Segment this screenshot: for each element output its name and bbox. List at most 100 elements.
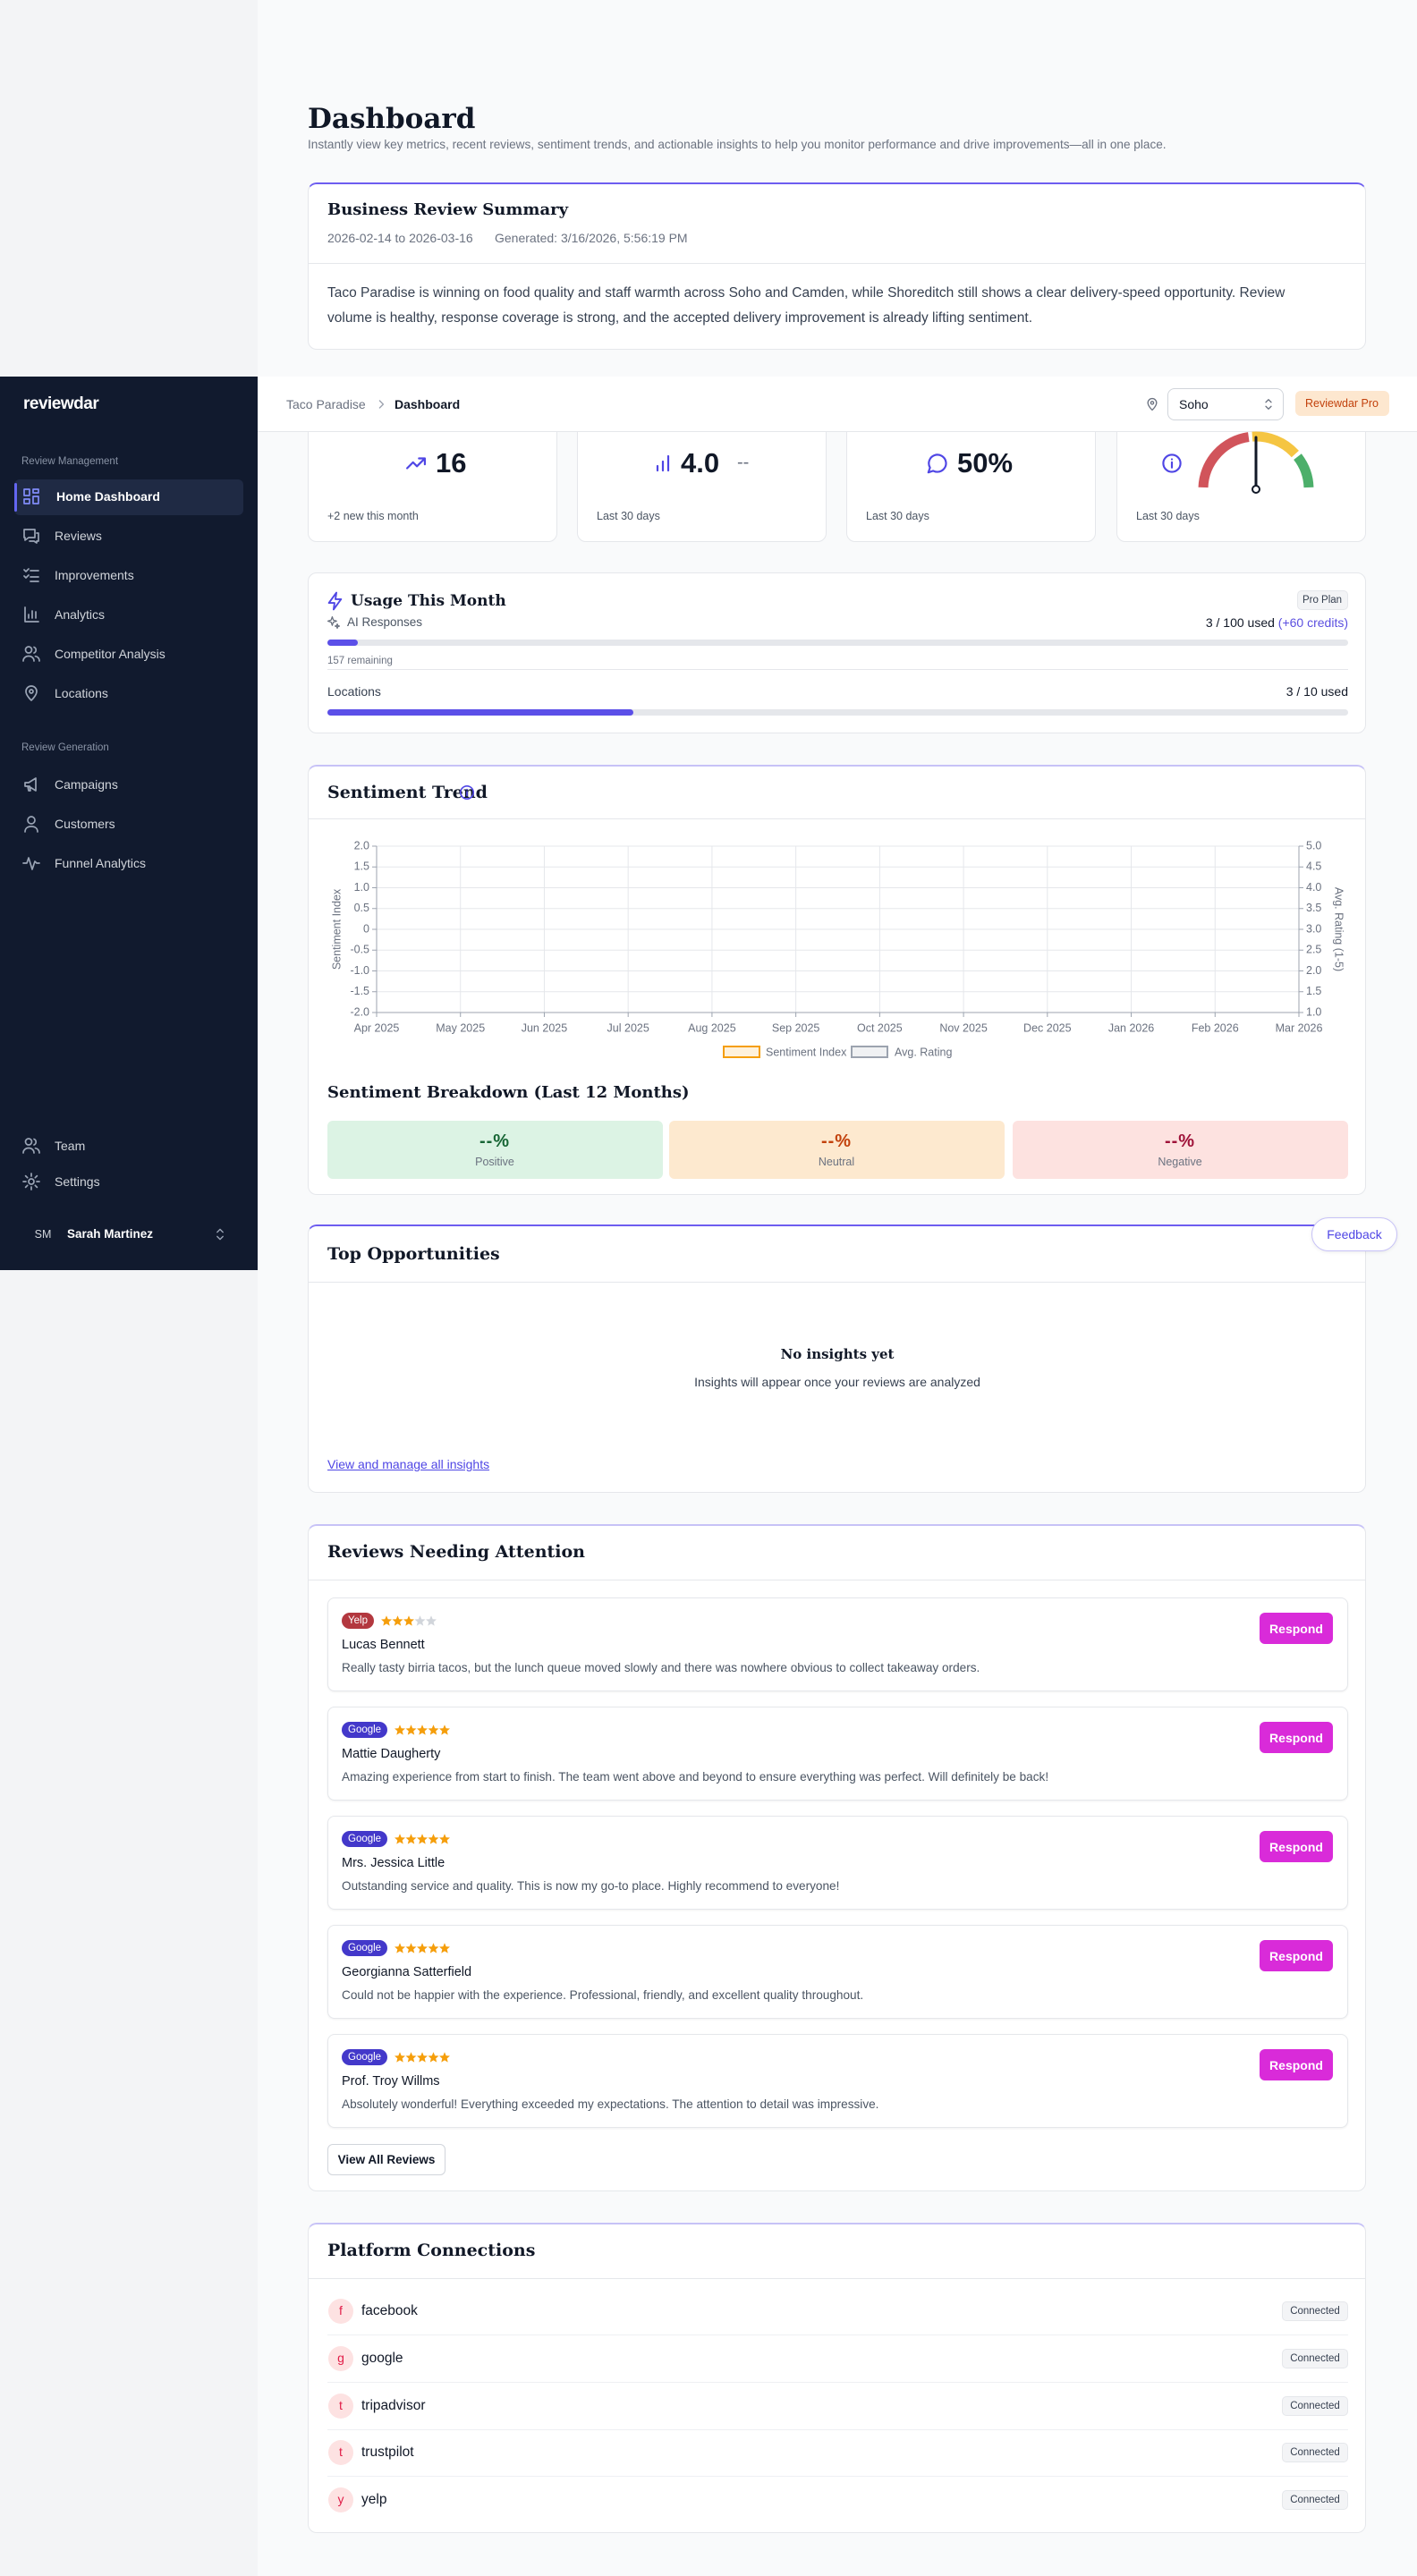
review-text: Really tasty birria tacos, but the lunch… <box>342 1661 980 1674</box>
star-rating <box>395 1834 451 1844</box>
usage-locations-label: Locations <box>327 684 381 699</box>
star <box>417 1943 428 1953</box>
star <box>417 1724 428 1735</box>
stat-value: 4.0 <box>681 447 720 479</box>
star <box>395 1724 406 1735</box>
usage-card <box>308 572 1366 733</box>
star <box>439 1724 451 1735</box>
star <box>405 2052 417 2063</box>
reviewer-name: Lucas Bennett <box>342 1638 425 1652</box>
star <box>428 1724 439 1735</box>
nav-item[interactable]: Competitor Analysis <box>55 647 165 661</box>
stat-secondary: -- <box>737 453 750 472</box>
progress-track <box>327 709 1348 716</box>
reviewer-name: Georgianna Satterfield <box>342 1965 472 1979</box>
star <box>428 2052 439 2063</box>
nav-item[interactable]: Funnel Analytics <box>55 856 146 870</box>
respond-label: Respond <box>1269 1622 1323 1636</box>
insights-link[interactable]: View and manage all insights <box>327 1457 490 1471</box>
platform-icon <box>328 2299 353 2324</box>
empty-text: Insights will appear once your reviews a… <box>694 1375 980 1389</box>
platform-initial: t <box>339 2397 343 2412</box>
nav-item[interactable]: Analytics <box>55 607 106 622</box>
location-select[interactable] <box>1167 388 1284 420</box>
star <box>439 2052 451 2063</box>
review-meta: Google <box>342 1939 452 1957</box>
nav-item[interactable]: Settings <box>55 1174 100 1189</box>
platform-name: yelp <box>361 2492 387 2507</box>
star <box>428 1834 439 1844</box>
usage-ai-label: AI Responses <box>347 615 423 629</box>
platform-initial: g <box>337 2350 344 2365</box>
progress-track <box>327 640 1348 646</box>
respond-label: Respond <box>1269 2058 1323 2072</box>
platforms-card <box>308 2223 1366 2533</box>
stat-value: 16 <box>436 447 467 479</box>
nav-item[interactable]: Locations <box>55 686 108 700</box>
progress-fill <box>327 640 359 646</box>
nav-item[interactable]: Campaigns <box>55 777 118 792</box>
empty-title: No insights yet <box>780 1346 895 1362</box>
nav-item[interactable]: Customers <box>55 817 115 831</box>
nav-item[interactable]: Reviews <box>55 529 102 543</box>
breakdown-title: Sentiment Breakdown (Last 12 Months) <box>327 1083 690 1102</box>
star <box>395 2052 406 2063</box>
summary-generated: Generated: 3/16/2026, 5:56:19 PM <box>495 231 688 245</box>
progress-fill <box>327 709 634 716</box>
review-item <box>327 1816 1348 1910</box>
star-rating <box>395 1724 451 1735</box>
platform-badge: Google <box>342 1940 388 1956</box>
summary-title: Business Review Summary <box>327 200 569 219</box>
breakdown-value: --% <box>1164 1131 1196 1151</box>
star <box>403 1615 414 1626</box>
user-initials: SM <box>34 1228 52 1241</box>
plan-pill <box>1295 391 1389 416</box>
breakdown-box <box>669 1121 1005 1179</box>
respond-button[interactable] <box>1260 1831 1333 1862</box>
active-accent <box>14 483 17 512</box>
respond-button[interactable] <box>1260 1940 1333 1971</box>
platform-badge: Google <box>342 2049 388 2065</box>
platform-icon <box>328 2393 353 2419</box>
respond-button[interactable] <box>1260 1613 1333 1644</box>
respond-button[interactable] <box>1260 2049 1333 2080</box>
review-item <box>327 1597 1348 1691</box>
usage-ai-used: 3 / 100 used <box>1205 615 1275 630</box>
review-text: Absolutely wonderful! Everything exceede… <box>342 2097 879 2111</box>
breakdown-label: Neutral <box>818 1156 855 1168</box>
star <box>428 1943 439 1953</box>
review-meta: Google <box>342 1830 452 1848</box>
respond-button[interactable] <box>1260 1722 1333 1753</box>
user-name[interactable]: Sarah Martinez <box>67 1227 154 1241</box>
divider <box>327 2381 1348 2383</box>
star <box>392 1615 403 1626</box>
logo: reviewdar <box>23 394 99 413</box>
platforms-title: Platform Connections <box>327 2241 536 2260</box>
reviews-title: Reviews Needing Attention <box>327 1542 585 1562</box>
star <box>417 2052 428 2063</box>
view-all-button[interactable] <box>327 2144 445 2175</box>
status-label: Connected <box>1290 2306 1340 2317</box>
usage-ai-count: 3 / 100 used (+60 credits) <box>1206 610 1348 635</box>
active-nav <box>14 479 243 515</box>
nav-item[interactable]: Improvements <box>55 568 134 582</box>
star <box>380 1615 392 1626</box>
status-badge <box>1282 2301 1348 2321</box>
nav-item[interactable]: Team <box>55 1139 86 1153</box>
summary-period: 2026-02-14 to 2026-03-16 <box>327 231 473 245</box>
review-meta: Yelp <box>342 1612 438 1630</box>
divider <box>327 2476 1348 2478</box>
stat-note: Last 30 days <box>1136 510 1200 522</box>
review-text: Outstanding service and quality. This is… <box>342 1879 840 1893</box>
nav-section-title: Review Generation <box>21 742 109 753</box>
divider <box>309 1282 1365 1283</box>
star <box>439 1834 451 1844</box>
star-rating <box>395 1943 451 1953</box>
status-label: Connected <box>1290 2400 1340 2411</box>
plan-pill-text: Reviewdar Pro <box>1305 397 1379 410</box>
feedback-button[interactable] <box>1311 1217 1397 1251</box>
nav-item[interactable]: Home Dashboard <box>56 489 160 504</box>
stat-value: 50% <box>957 447 1014 479</box>
platform-icon <box>328 2440 353 2466</box>
